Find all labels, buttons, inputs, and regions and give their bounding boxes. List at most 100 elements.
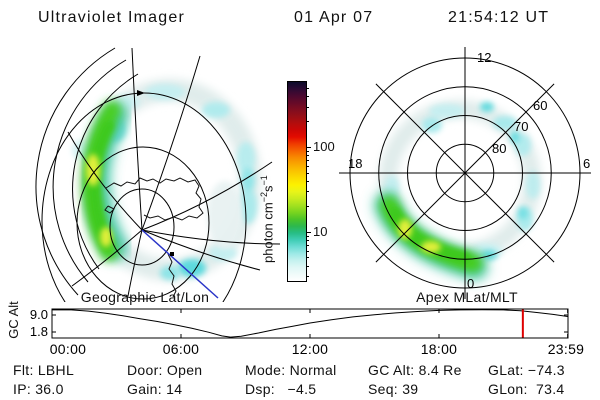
latitude-arc	[72, 73, 139, 270]
colorbar-minor-tick	[306, 173, 309, 174]
status-item: GLat: −74.3	[488, 362, 565, 378]
spacecraft-footprint-marker	[170, 252, 174, 256]
colorbar-minor-tick	[306, 245, 309, 246]
meridian	[141, 161, 273, 231]
mag-polar-grid	[339, 47, 591, 299]
aurora-peak	[100, 227, 112, 247]
y-tick-label: 1.8	[30, 324, 48, 339]
meridian	[141, 55, 201, 231]
colorbar-minor-tick	[306, 160, 309, 161]
colorbar-minor-tick	[306, 155, 309, 156]
colorbar-tick-label: 10	[313, 224, 328, 239]
aurora-patch	[207, 181, 243, 249]
colorbar-minor-tick	[306, 151, 309, 152]
aurora-patch	[429, 104, 465, 118]
mlt-label-right: 6	[583, 156, 590, 171]
aurora-patch	[241, 168, 255, 192]
mag-aurora-emission	[374, 100, 541, 280]
status-item: GLon: 73.4	[488, 381, 565, 397]
colorbar-label: photon cm−2s−1	[259, 175, 275, 263]
colorbar-label-exp: −1	[259, 175, 269, 186]
aurora-peak	[421, 241, 441, 253]
colorbar-gradient	[288, 82, 306, 281]
mlt-label-left: 18	[348, 156, 362, 171]
x-tick-label: 00:00	[50, 341, 87, 357]
colorbar-label-text: s	[260, 185, 276, 193]
colorbar-label-exp: −2	[259, 192, 269, 203]
colorbar-minor-tick	[306, 266, 309, 267]
x-tick-label: 23:59	[548, 341, 585, 357]
antarctica-coastline	[104, 177, 204, 298]
geographic-plot	[35, 47, 281, 302]
geo-plot-title: Geographic Lat/Lon	[80, 289, 210, 305]
colorbar-minor-tick	[306, 206, 309, 207]
aurora-patch	[518, 207, 528, 219]
x-tick-label: 18:00	[421, 341, 458, 357]
meridian	[141, 229, 261, 271]
mlat-label: 80	[492, 141, 506, 156]
mlt-spoke	[375, 83, 466, 174]
y-tick-label: 9.0	[30, 307, 48, 322]
mlt-spoke	[375, 172, 466, 263]
gc-alt-timeline: 9.0 1.800:00 06:00 12:00 18:00 23:59	[30, 307, 585, 357]
coastline-south	[167, 253, 177, 298]
header-time: 21:54:12 UT	[448, 9, 550, 26]
meridian	[71, 229, 143, 287]
aurora-patch	[481, 250, 497, 260]
colorbar-minor-tick	[306, 276, 309, 277]
colorbar-minor-tick	[306, 107, 309, 108]
colorbar	[287, 81, 307, 282]
mlt-spoke	[464, 83, 555, 174]
aurora-peak	[398, 219, 412, 239]
status-item: GC Alt: 8.4 Re	[368, 362, 462, 378]
gc-alt-axis-label: GC Alt	[6, 301, 21, 339]
spacecraft-track	[141, 229, 219, 299]
mlat-label: 60	[533, 98, 547, 113]
aurora-patch	[526, 171, 540, 199]
colorbar-minor-tick	[306, 181, 309, 182]
meridian	[141, 229, 281, 245]
colorbar-label-text: photon cm	[260, 202, 276, 263]
status-item: IP: 36.0	[13, 381, 64, 397]
latitude-circle-80s	[109, 188, 175, 266]
status-item: Door: Open	[127, 362, 203, 378]
colorbar-minor-tick	[306, 96, 309, 97]
app-title: Ultraviolet Imager	[38, 9, 185, 26]
meridian	[131, 47, 143, 231]
earth-limb-arc	[35, 47, 116, 296]
latitude-arc	[52, 59, 127, 283]
mlt-spoke	[464, 172, 555, 263]
latitude-circle-70s	[76, 146, 210, 300]
status-item: Flt: LBHL	[13, 362, 75, 378]
coastline-main	[105, 177, 204, 221]
status-item: Seq: 39	[368, 381, 419, 397]
colorbar-minor-tick	[306, 240, 309, 241]
mag-plot-title: Apex MLat/MLT	[416, 289, 518, 305]
colorbar-major-tick	[306, 147, 311, 148]
aurora-patch	[145, 84, 185, 100]
colorbar-minor-tick	[306, 236, 309, 237]
gc-alt-curve	[52, 309, 568, 338]
status-item: Dsp: −4.5	[245, 381, 317, 397]
aurora-patch	[202, 102, 230, 118]
x-tick-label: 06:00	[163, 341, 200, 357]
colorbar-minor-tick	[306, 191, 309, 192]
aurora-patch	[160, 266, 180, 280]
status-item: Mode: Normal	[245, 362, 337, 378]
aurora-patch	[239, 188, 257, 224]
mlt-label-top: 12	[477, 50, 491, 65]
aurora-arc-core	[389, 207, 471, 264]
aurora-patch	[237, 142, 255, 174]
meridian	[67, 131, 143, 231]
colorbar-major-tick	[306, 232, 311, 233]
colorbar-tick-label: 100	[313, 139, 335, 154]
mlat-label: 70	[514, 119, 528, 134]
colorbar-minor-tick	[306, 121, 309, 122]
meridian	[127, 229, 143, 297]
coastline-island	[104, 205, 115, 214]
mlt-label-bottom: 0	[467, 276, 474, 291]
colorbar-minor-tick	[306, 251, 309, 252]
